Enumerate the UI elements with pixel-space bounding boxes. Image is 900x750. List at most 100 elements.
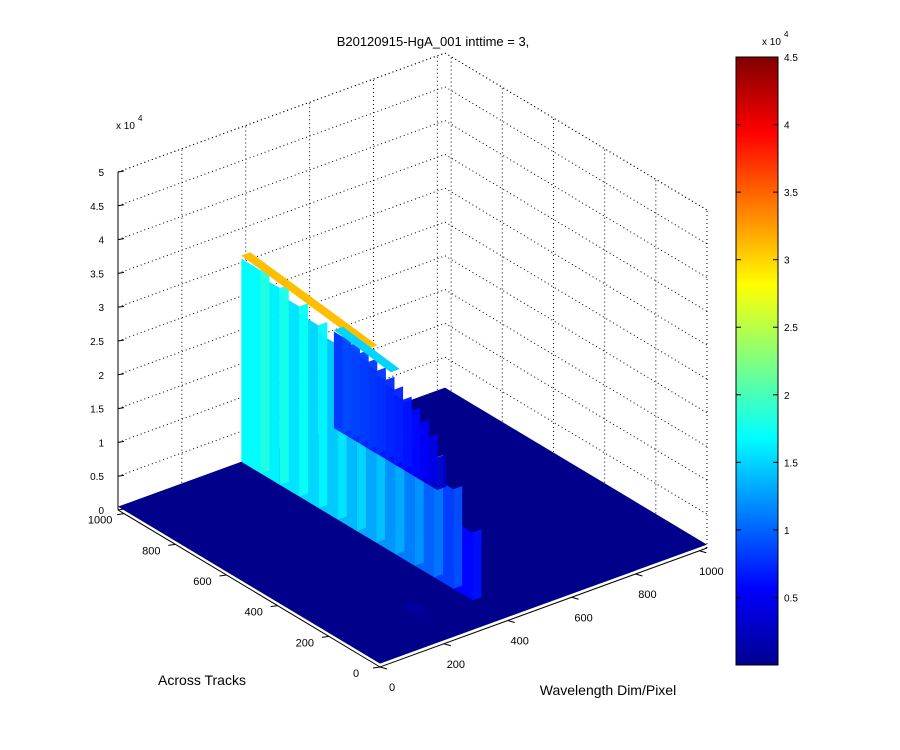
peak-face <box>299 303 308 497</box>
peak-face <box>385 376 395 459</box>
peak-face <box>428 434 438 485</box>
z-tick-label: 0.5 <box>90 472 104 483</box>
z-tick-label: 1.5 <box>90 405 104 416</box>
surface-peak <box>333 326 447 490</box>
x-tick-mark <box>443 643 452 647</box>
z-tick-label: 3.5 <box>90 269 104 280</box>
grid-line-z <box>117 187 708 346</box>
colorbar: 0.5 1 1.5 2 2.5 3 3.5 4 4.5 x 10 4 <box>735 30 798 666</box>
colorbar-ticks: 0.5 1 1.5 2 2.5 3 3.5 4 4.5 <box>736 53 798 604</box>
z-tick-mark <box>117 474 125 477</box>
peak-face <box>351 341 360 439</box>
peak-face <box>453 486 463 589</box>
surface-plot <box>118 252 707 664</box>
colorbar-tick-label: 2.5 <box>784 323 798 334</box>
axes: 00.511.522.533.544.550200400600800100002… <box>88 168 724 694</box>
z-tick-mark <box>117 170 125 173</box>
y-tick-label: 600 <box>193 576 211 588</box>
peak-face <box>342 333 352 434</box>
z-tick-label: 4.5 <box>90 202 104 213</box>
peak-face <box>394 386 404 465</box>
peak-face <box>402 396 412 470</box>
z-tick-mark <box>117 238 125 241</box>
z-tick-mark <box>117 339 125 342</box>
colorbar-exponent-power: 4 <box>784 30 789 39</box>
y-tick-mark <box>270 605 278 608</box>
y-tick-mark <box>168 543 176 546</box>
y-tick-mark <box>372 666 381 669</box>
peak-face <box>428 620 438 627</box>
z-exponent-label: x 10 <box>116 121 135 132</box>
peak-face <box>411 407 421 475</box>
y-tick-label: 0 <box>353 668 359 680</box>
colorbar-tick-label: 1.5 <box>784 458 798 469</box>
z-tick-label: 1 <box>98 438 104 449</box>
y-axis-line <box>117 509 381 668</box>
y-tick-mark <box>219 574 227 577</box>
x-tick-label: 200 <box>447 659 465 671</box>
chart-title: B20120915-HgA_001 inttime = 3, <box>337 34 530 49</box>
z-tick-mark <box>117 373 125 376</box>
colorbar-tick-label: 4.5 <box>784 53 798 64</box>
peak-crest <box>241 252 378 349</box>
peak-face <box>376 367 386 454</box>
peak-face <box>279 284 289 485</box>
z-tick-mark <box>117 305 125 308</box>
x-axis-label: Wavelength Dim/Pixel <box>540 682 676 698</box>
grid-line-z <box>117 153 708 312</box>
z-tick-mark <box>117 271 125 274</box>
colorbar-tick-label: 2 <box>784 391 790 402</box>
colorbar-tick-label: 0.5 <box>784 593 798 604</box>
z-tick-label: 4 <box>98 236 104 247</box>
y-tick-label: 200 <box>296 637 314 649</box>
x-tick-mark <box>507 620 515 623</box>
peak-face <box>333 331 343 434</box>
grid-line-z <box>117 86 708 245</box>
colorbar-tick-label: 1 <box>784 526 790 537</box>
grid-top-edge <box>117 52 708 211</box>
y-tick-label: 1000 <box>88 515 112 527</box>
surface-peak <box>402 600 438 627</box>
peak-face <box>260 266 270 474</box>
peak-face <box>437 454 447 490</box>
peak-face <box>241 258 261 474</box>
peak-face <box>420 419 429 480</box>
x-tick-mark <box>571 596 579 600</box>
y-tick-mark <box>117 513 125 516</box>
peak-face <box>368 358 378 449</box>
x-tick-mark <box>635 573 643 577</box>
y-tick-mark <box>321 635 329 638</box>
x-tick-label: 1000 <box>699 566 723 578</box>
peak-crest <box>333 326 400 373</box>
grid-line-z <box>117 120 708 279</box>
grid-line-z <box>117 221 708 380</box>
z-tick-mark <box>117 440 125 443</box>
x-axis-line <box>379 547 708 668</box>
x-tick-label: 0 <box>389 682 395 694</box>
z-tick-label: 2.5 <box>90 337 104 348</box>
z-tick-mark <box>117 407 125 410</box>
x-tick-mark <box>379 666 388 670</box>
grid-line-z <box>117 52 708 211</box>
z-tick-label: 0 <box>98 506 104 517</box>
colorbar-tick-label: 3.5 <box>784 188 798 199</box>
colorbar-gradient <box>735 56 779 666</box>
peak-face <box>359 350 369 444</box>
x-tick-label: 800 <box>638 589 656 601</box>
z-tick-mark <box>117 204 125 207</box>
z-tick-mark <box>117 508 125 511</box>
y-tick-label: 800 <box>142 545 160 557</box>
y-axis-label: Across Tracks <box>158 672 246 688</box>
colorbar-exponent-label: x 10 <box>762 37 781 48</box>
peak-face <box>402 604 406 613</box>
x-tick-label: 400 <box>511 636 529 648</box>
peak-crest <box>402 600 426 614</box>
peak-face <box>318 322 328 508</box>
colorbar-tick-label: 3 <box>784 256 790 267</box>
x-tick-label: 600 <box>574 612 592 624</box>
z-tick-label: 2 <box>98 371 104 382</box>
z-exponent-power: 4 <box>138 114 143 123</box>
x-tick-mark <box>699 550 707 554</box>
z-tick-label: 5 <box>98 168 104 179</box>
